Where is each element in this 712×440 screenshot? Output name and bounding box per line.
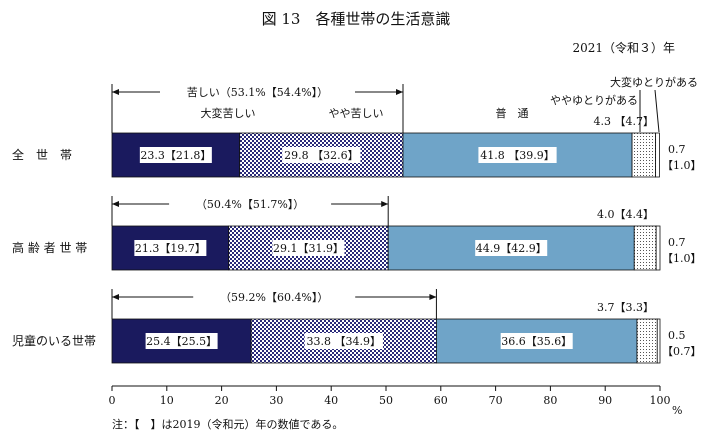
bracket-label-bg — [193, 289, 356, 305]
header-taihen-kurushii: 大変苦しい — [201, 106, 256, 120]
x-ticks-group: 0 10 20 30 40 50 60 70 80 90 100 — [109, 386, 671, 407]
x-tick-label: 50 — [379, 394, 393, 407]
data-label: 0.7 — [668, 236, 686, 249]
bracket-label-bg — [169, 196, 332, 212]
bars-group: 全 世 帯 23.3【21.8】 29.8 【32.6】 41.8 【39.9】 4.3… — [12, 84, 702, 364]
data-label: 【1.0】 — [662, 252, 702, 265]
header-yaya-yutori: ややゆとりがある — [550, 93, 638, 107]
data-label: 【0.7】 — [662, 345, 702, 358]
data-label-bg — [282, 147, 361, 163]
bracket-arrow-right — [395, 89, 403, 95]
x-tick-label: 40 — [324, 394, 338, 407]
data-label: 33.8 【34.9】 — [307, 335, 381, 348]
data-label-bg — [145, 333, 218, 349]
x-tick-label: 20 — [215, 394, 229, 407]
data-label: 【1.0】 — [662, 159, 702, 172]
x-tick-label: 30 — [269, 394, 283, 407]
header-futsu: 普 通 — [496, 106, 529, 120]
data-label-bg — [475, 240, 548, 256]
bar-segment — [631, 132, 657, 178]
x-tick-label: 100 — [650, 394, 671, 407]
bracket-label-bg — [159, 84, 355, 100]
bracket-arrow-left — [112, 294, 119, 300]
data-label-bg — [134, 240, 207, 256]
bracket-arrow-right — [381, 201, 389, 207]
bar-segment — [655, 225, 661, 271]
leader-line-taihen-yutori — [654, 89, 660, 133]
category-label: 児童のいる世帯 — [12, 333, 96, 348]
bar-segment — [655, 132, 660, 178]
x-tick-label: 60 — [434, 394, 448, 407]
header-taihen-yutori: 大変ゆとりがある — [610, 75, 698, 89]
bar-segment — [656, 318, 661, 364]
data-label-bg — [139, 147, 212, 163]
data-label: 41.8 【39.9】 — [480, 149, 554, 162]
x-tick-label: 0 — [109, 394, 116, 407]
data-label: 23.3【21.8】 — [140, 149, 211, 162]
bracket-arrow-left — [112, 201, 119, 207]
bracket-arrow-left — [112, 89, 119, 95]
data-label-bg — [478, 147, 557, 163]
data-label-bg — [272, 240, 345, 256]
bar-segment — [636, 318, 658, 364]
category-label: 高 齢 者 世 帯 — [12, 240, 87, 255]
data-label: 4.3 【4.7】 — [594, 115, 654, 128]
data-label: 4.0【4.4】 — [597, 208, 654, 221]
data-label: 3.7【3.3】 — [597, 301, 654, 314]
data-label: 29.8 【32.6】 — [284, 149, 358, 162]
category-label: 全 世 帯 — [12, 147, 72, 162]
bracket-label: （59.2%【60.4%】） — [220, 291, 328, 304]
data-label: 36.6【35.6】 — [501, 335, 572, 348]
data-label-bg — [500, 333, 573, 349]
bar-segment — [633, 225, 657, 271]
data-label: 21.3【19.7】 — [135, 242, 206, 255]
x-tick-label: 70 — [489, 394, 503, 407]
x-tick-label: 90 — [598, 394, 612, 407]
data-label: 0.5 — [668, 329, 686, 342]
data-label: 29.1【31.9】 — [273, 242, 344, 255]
chart-title: 図 13 各種世帯の生活意識 — [262, 10, 451, 28]
data-label-bg — [304, 333, 383, 349]
bracket-label: （50.4%【51.7%】） — [196, 198, 304, 211]
x-axis-unit: % — [672, 404, 682, 417]
data-label: 0.7 — [668, 143, 686, 156]
data-label: 25.4【25.5】 — [146, 335, 217, 348]
x-tick-label: 80 — [543, 394, 557, 407]
header-yaya-kurushii: やや苦しい — [329, 107, 384, 120]
footnote: 注：【 】は2019（令和元）年の数値である。 — [112, 417, 343, 431]
bracket-arrow-right — [429, 294, 437, 300]
x-tick-label: 10 — [160, 394, 174, 407]
bracket-label: 苦しい（53.1%【54.4%】） — [187, 86, 328, 99]
year-label: 2021（令和３）年 — [572, 40, 675, 55]
data-label: 44.9【42.9】 — [476, 242, 547, 255]
